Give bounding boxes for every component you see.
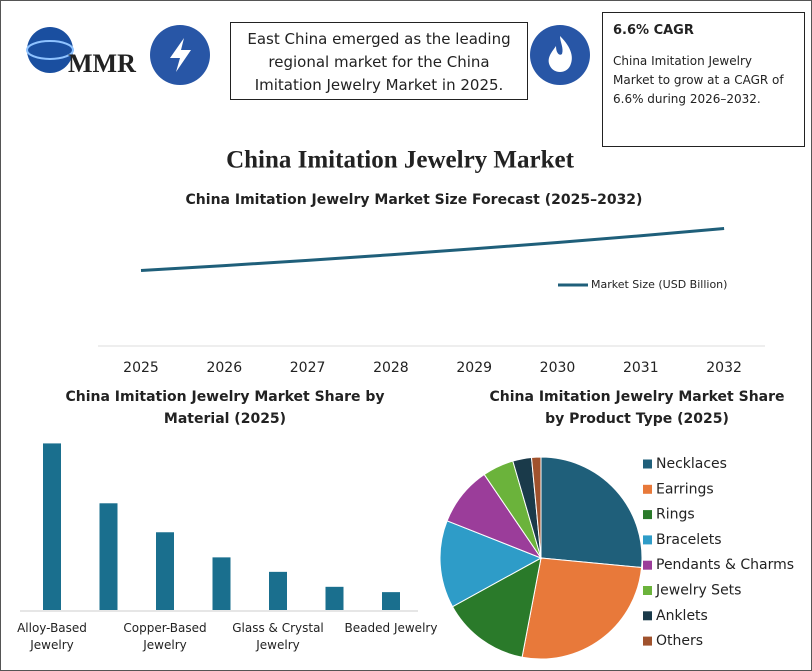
bar: [382, 592, 400, 610]
x-tick-label: 2030: [540, 360, 576, 376]
legend-label: Pendants & Charms: [656, 557, 794, 573]
pie-slice: [540, 456, 643, 569]
legend-label: Anklets: [656, 608, 708, 624]
x-tick-label: 2028: [373, 360, 409, 376]
legend-label: Rings: [656, 507, 695, 523]
flame-shape: [548, 36, 572, 72]
legend-label: Market Size (USD Billion): [591, 278, 727, 291]
chart-title: China Imitation Jewelry Market Share by …: [65, 389, 385, 427]
cagr-title: 6.6% CAGR: [613, 23, 694, 38]
insight-box: East China emerged as the leading region…: [230, 22, 528, 100]
legend-swatch: [643, 484, 652, 494]
main-title: China Imitation Jewelry Market: [226, 147, 575, 174]
x-tick-label: Copper-Based Jewelry: [123, 621, 207, 652]
x-tick-label: 2025: [123, 360, 159, 376]
x-tick-label: 2027: [290, 360, 326, 376]
bolt-shape: [170, 38, 191, 72]
logo-text: MMR: [68, 49, 136, 78]
legend-label: Bracelets: [656, 532, 722, 548]
line-series: [140, 226, 725, 273]
x-tick-label: 2029: [456, 360, 492, 376]
legend-swatch: [643, 636, 652, 646]
bar: [325, 586, 344, 610]
chart-title: China Imitation Jewelry Market Share by …: [489, 389, 785, 427]
bar: [269, 571, 287, 610]
legend-label: Earrings: [656, 481, 714, 497]
chart-title: China Imitation Jewelry Market Size Fore…: [186, 192, 643, 208]
x-tick-label: 2026: [206, 360, 242, 376]
legend-swatch: [643, 510, 652, 520]
pie-slice: [530, 456, 542, 559]
legend-label: Others: [656, 633, 703, 649]
legend-swatch: [643, 535, 652, 545]
x-tick-label: Glass & Crystal Jewelry: [232, 621, 324, 652]
bar: [43, 443, 61, 610]
pie-slice: [451, 557, 542, 658]
pie-slice: [521, 557, 643, 660]
x-tick-label: 2032: [706, 360, 742, 376]
legend-swatch: [643, 560, 652, 570]
cagr-text: China Imitation Jewelry Market to grow a…: [613, 54, 784, 106]
logo-globe: [27, 27, 73, 73]
x-tick-label: Alloy-Based Jewelry: [17, 621, 87, 652]
logo-orbit: [26, 40, 74, 60]
legend-label: Jewelry Sets: [655, 583, 741, 599]
legend-swatch: [643, 459, 652, 469]
bar: [99, 503, 118, 610]
x-tick-label: Beaded Jewelry: [344, 621, 438, 635]
legend-swatch: [643, 586, 652, 595]
bar: [212, 557, 231, 610]
legend-swatch: [643, 611, 652, 621]
legend-label: Necklaces: [656, 456, 727, 472]
x-tick-label: 2031: [623, 360, 659, 376]
cagr-box: 6.6% CAGR China Imitation Jewelry Market…: [602, 12, 805, 147]
pie-slice: [439, 520, 543, 608]
bar: [156, 532, 174, 610]
